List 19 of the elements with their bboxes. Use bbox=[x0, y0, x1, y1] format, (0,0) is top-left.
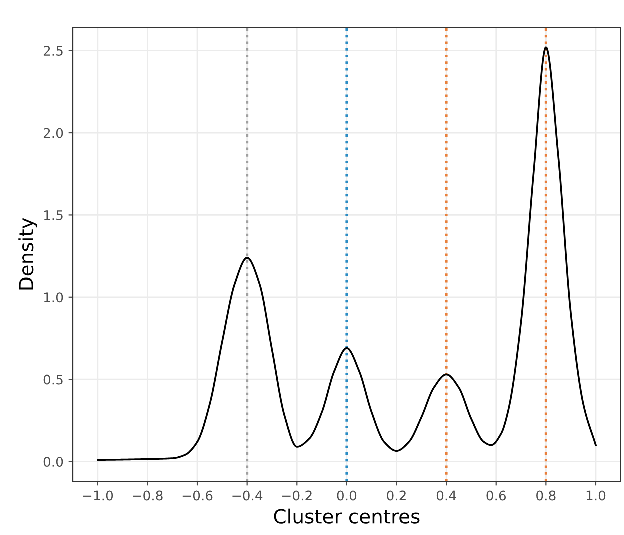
x-tick-label: −0.6 bbox=[182, 490, 213, 501]
y-tick-label: 1.0 bbox=[44, 292, 64, 303]
x-tick-label: 0.0 bbox=[337, 490, 357, 501]
x-tick-label: 0.6 bbox=[486, 490, 506, 501]
y-tick-label: 2.5 bbox=[44, 46, 63, 56]
x-tick-label: 0.8 bbox=[536, 490, 556, 501]
x-tick-label: −0.8 bbox=[133, 490, 163, 501]
y-axis-title: Density bbox=[18, 218, 38, 290]
y-tick-label: 2.0 bbox=[44, 128, 64, 138]
y-tick-label: 1.5 bbox=[44, 210, 63, 220]
x-tick-label: −0.4 bbox=[232, 490, 263, 501]
y-tick-label: 0.5 bbox=[44, 374, 63, 385]
y-tick-label: 0.0 bbox=[44, 456, 64, 467]
x-tick-label: 0.2 bbox=[387, 490, 406, 501]
x-tick-label: −1.0 bbox=[83, 490, 114, 501]
x-tick-label: −0.2 bbox=[282, 490, 312, 501]
x-tick-label: 0.4 bbox=[436, 490, 456, 501]
x-axis-title: Cluster centres bbox=[274, 508, 420, 524]
x-tick-label: 1.0 bbox=[586, 490, 606, 501]
